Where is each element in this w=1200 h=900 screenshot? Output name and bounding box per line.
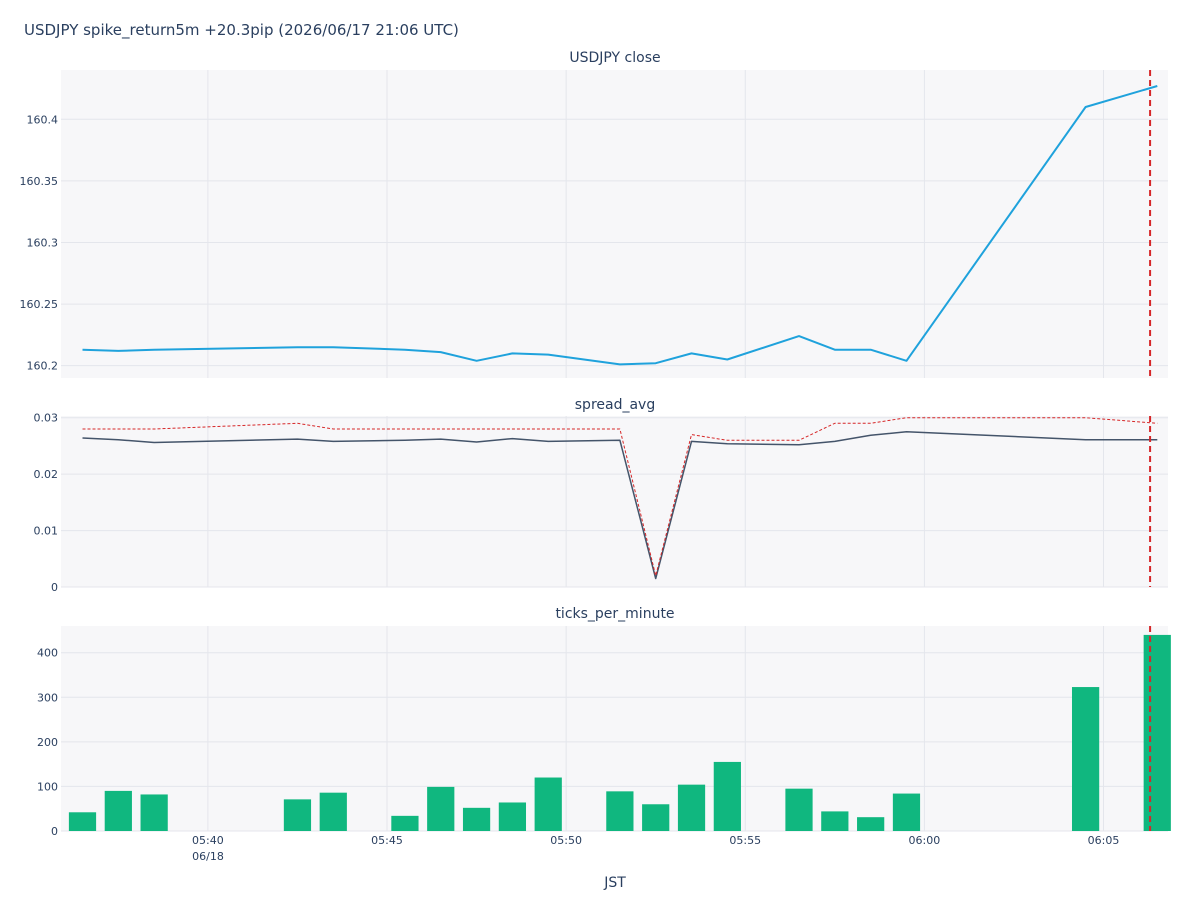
close-series-line-0 (82, 85, 1158, 366)
close-price-panel: 160.2 160.25 160.3 160.35 160.4 (20, 70, 1168, 378)
ticks-bar (713, 761, 741, 831)
ticks-bar (821, 811, 849, 831)
ticks-ytick-label: 0 (51, 825, 58, 838)
ticks-bar (642, 804, 670, 831)
ticks-bar (140, 794, 168, 831)
ticks-ytick-label: 100 (37, 780, 58, 793)
ticks-bar (1143, 634, 1171, 831)
spread-ytick-label: 0.02 (34, 468, 59, 481)
close-ytick-label: 160.2 (27, 360, 59, 373)
spread-plot-area (61, 416, 1168, 587)
x-tick-label: 06:00 (909, 834, 941, 847)
ticks-bar (391, 815, 419, 831)
ticks-bar (785, 788, 813, 831)
ticks-ytick-label: 200 (37, 736, 58, 749)
ticks-bar (104, 790, 132, 831)
ticks-bar (1071, 687, 1100, 831)
close-ytick-label: 160.3 (27, 236, 59, 249)
x-tick-label: 05:50 (550, 834, 582, 847)
spread-series-line-0 (82, 431, 1158, 580)
x-tick-label: 05:45 (371, 834, 403, 847)
ticks-panel: 0 100 200 300 400 (37, 626, 1171, 838)
close-ytick-label: 160.25 (20, 298, 59, 311)
x-date-label: 06/18 (192, 850, 224, 863)
ticks-bar (319, 792, 347, 831)
x-tick-label: 05:40 (192, 834, 224, 847)
x-axis-title: JST (603, 875, 626, 891)
ticks-ytick-label: 300 (37, 691, 58, 704)
panel-title-close: USDJPY close (569, 50, 660, 66)
x-tick-label: 05:55 (729, 834, 761, 847)
ticks-bar (462, 807, 491, 831)
ticks-bar (606, 791, 634, 831)
close-ytick-label: 160.35 (20, 175, 59, 188)
spread-panel: 0 0.01 0.02 0.03 (34, 412, 1168, 594)
x-tick-label: 06:05 (1088, 834, 1120, 847)
spread-ytick-label: 0.03 (34, 412, 59, 425)
ticks-bar (498, 802, 527, 831)
close-plot-area (61, 70, 1168, 378)
ticks-bar (677, 784, 706, 831)
ticks-bar (857, 817, 885, 831)
ticks-ytick-label: 400 (37, 647, 58, 660)
x-axis-ticks: 05:40 05:45 05:50 05:55 06:00 06:05 (192, 834, 1119, 847)
close-ytick-label: 160.4 (27, 113, 59, 126)
ticks-bar (427, 786, 455, 831)
ticks-bar (283, 799, 312, 831)
ticks-bar (534, 777, 562, 831)
spread-series-line-1 (82, 417, 1158, 577)
spread-ytick-label: 0.01 (34, 525, 59, 538)
ticks-bar (68, 812, 97, 831)
panel-title-ticks: ticks_per_minute (555, 606, 674, 622)
spread-ytick-label: 0 (51, 581, 58, 594)
figure-title: USDJPY spike_return5m +20.3pip (2026/06/… (24, 21, 459, 40)
panel-title-spread: spread_avg (575, 397, 655, 413)
ticks-bar (892, 793, 921, 831)
